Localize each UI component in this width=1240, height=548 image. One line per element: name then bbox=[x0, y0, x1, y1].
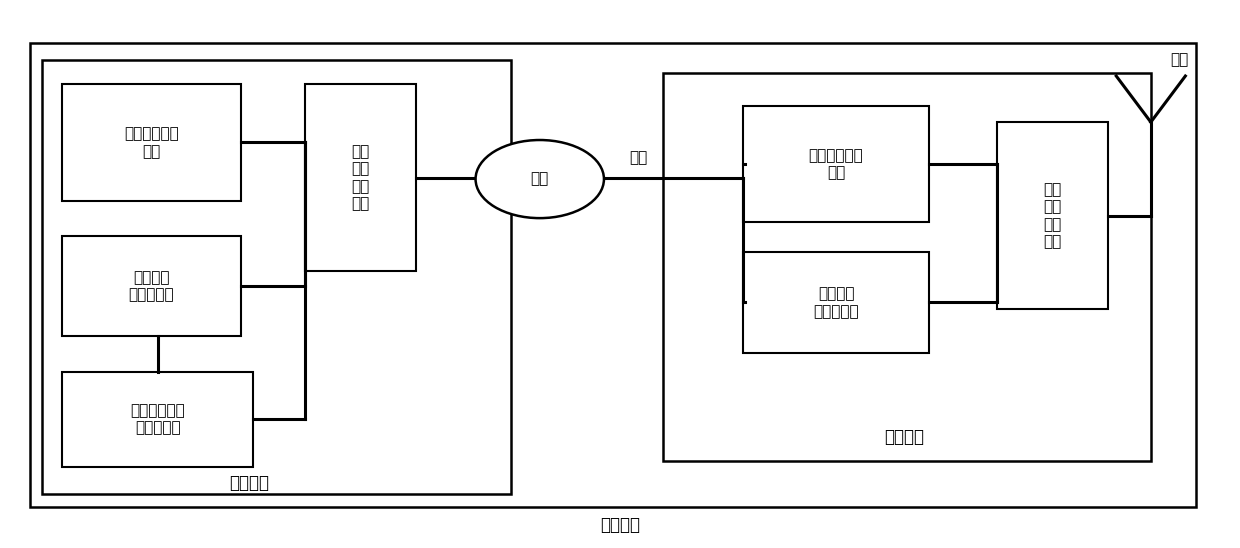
Text: 光口: 光口 bbox=[531, 172, 549, 186]
Text: 第二
输出
控制
模块: 第二 输出 控制 模块 bbox=[1043, 182, 1061, 249]
Text: 第二数据缓存
模块: 第二数据缓存 模块 bbox=[808, 148, 863, 180]
Text: 处理系统: 处理系统 bbox=[600, 516, 640, 534]
Text: 基带单元
延时补偿量: 基带单元 延时补偿量 bbox=[129, 270, 175, 302]
Bar bbox=[30, 43, 1197, 507]
Bar bbox=[997, 122, 1107, 309]
Bar bbox=[744, 252, 929, 353]
Bar bbox=[62, 372, 253, 466]
Bar bbox=[744, 106, 929, 222]
Text: 空口: 空口 bbox=[1171, 52, 1188, 67]
Text: 第一
输出
控制
模块: 第一 输出 控制 模块 bbox=[352, 144, 370, 212]
Bar bbox=[62, 84, 241, 201]
Text: 射频单元
延时补偿量: 射频单元 延时补偿量 bbox=[813, 286, 859, 319]
Text: 光纤: 光纤 bbox=[630, 150, 647, 165]
Bar bbox=[305, 84, 417, 271]
Text: 基带单元: 基带单元 bbox=[229, 474, 269, 492]
Text: 第一数据缓存
模块: 第一数据缓存 模块 bbox=[124, 126, 179, 159]
Ellipse shape bbox=[476, 140, 604, 218]
Bar bbox=[663, 73, 1151, 461]
Bar bbox=[62, 236, 241, 336]
Text: 射频单元: 射频单元 bbox=[884, 428, 924, 446]
Bar bbox=[42, 60, 511, 494]
Text: 延时补偿计算
和分配模块: 延时补偿计算 和分配模块 bbox=[130, 403, 185, 435]
